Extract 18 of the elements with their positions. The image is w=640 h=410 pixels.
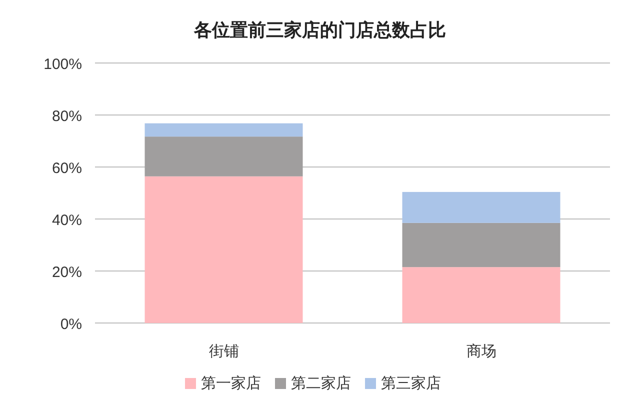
y-tick-label: 60%	[52, 160, 82, 177]
chart-title: 各位置前三家店的门店总数占比	[193, 20, 446, 40]
x-tick-label: 商场	[466, 343, 496, 360]
bar	[402, 192, 560, 223]
legend-label: 第三家店	[381, 375, 441, 392]
bar	[402, 222, 560, 268]
y-tick-label: 80%	[52, 108, 82, 125]
x-tick-label: 街铺	[208, 343, 239, 360]
legend-label: 第一家店	[201, 375, 261, 392]
legend-label: 第二家店	[291, 375, 351, 392]
bar	[402, 267, 560, 323]
y-tick-label: 20%	[52, 264, 82, 281]
y-tick-label: 40%	[52, 212, 82, 229]
bar	[144, 176, 303, 323]
bar	[144, 136, 303, 176]
y-tick-label: 0%	[60, 316, 82, 333]
bar	[144, 123, 303, 137]
y-tick-label: 100%	[44, 56, 82, 73]
